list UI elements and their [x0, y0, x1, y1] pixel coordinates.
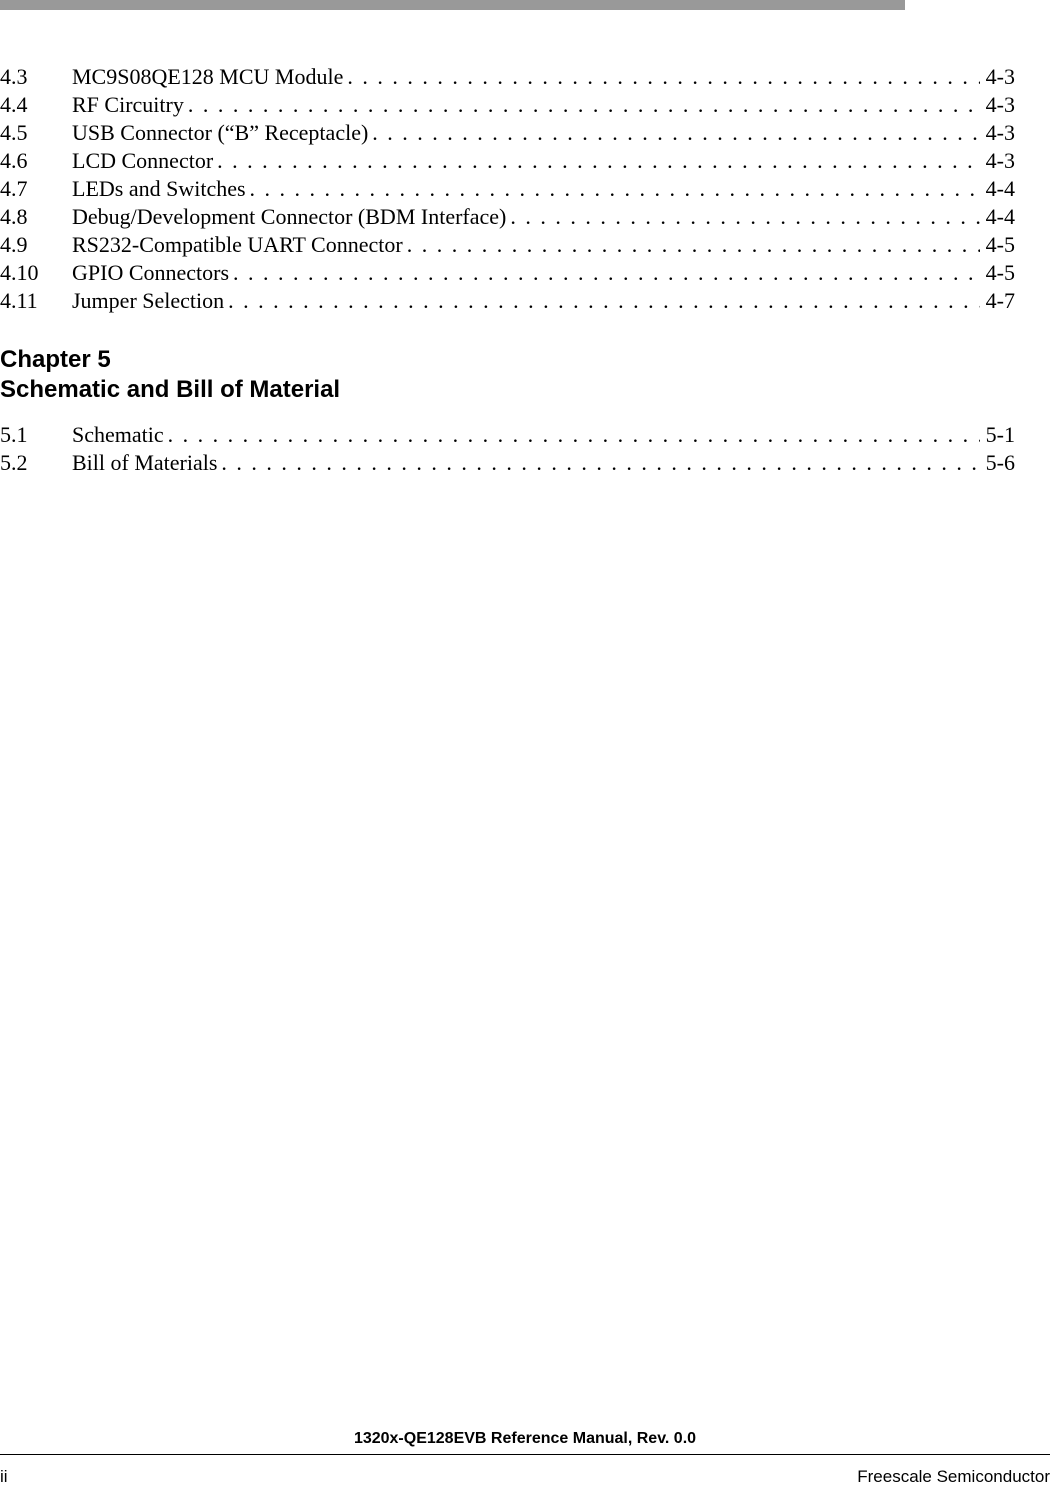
toc-number: 4.6 — [0, 147, 72, 175]
toc-page: 4-3 — [980, 147, 1015, 175]
chapter-title: Schematic and Bill of Material — [0, 375, 1015, 405]
toc-number: 4.7 — [0, 175, 72, 203]
toc-title: Bill of Materials — [72, 449, 217, 477]
toc-entry: 5.1 Schematic 5-1 — [0, 421, 1015, 449]
toc-page: 4-3 — [980, 91, 1015, 119]
toc-number: 4.10 — [0, 259, 72, 287]
toc-entry: 4.4 RF Circuitry 4-3 — [0, 91, 1015, 119]
content-area: 4.3 MC9S08QE128 MCU Module 4-3 4.4 RF Ci… — [0, 63, 1015, 477]
toc-leader-dots — [506, 203, 979, 231]
footer-bottom-row: ii Freescale Semiconductor — [0, 1467, 1050, 1487]
toc-title: RS232-Compatible UART Connector — [72, 231, 403, 259]
toc-page: 4-3 — [980, 63, 1015, 91]
toc-number: 5.1 — [0, 421, 72, 449]
toc-title: Schematic — [72, 421, 164, 449]
chapter-number: Chapter 5 — [0, 345, 1015, 375]
toc-entry: 4.3 MC9S08QE128 MCU Module 4-3 — [0, 63, 1015, 91]
toc-entry: 4.6 LCD Connector 4-3 — [0, 147, 1015, 175]
toc-leader-dots — [246, 175, 980, 203]
toc-leader-dots — [164, 421, 980, 449]
toc-entry: 4.8 Debug/Development Connector (BDM Int… — [0, 203, 1015, 231]
toc-title: GPIO Connectors — [72, 259, 229, 287]
toc-leader-dots — [217, 449, 979, 477]
toc-page: 4-4 — [980, 175, 1015, 203]
toc-page: 5-1 — [980, 421, 1015, 449]
toc-section-4: 4.3 MC9S08QE128 MCU Module 4-3 4.4 RF Ci… — [0, 63, 1015, 315]
toc-leader-dots — [403, 231, 980, 259]
toc-title: MC9S08QE128 MCU Module — [72, 63, 343, 91]
toc-leader-dots — [224, 287, 980, 315]
toc-title: RF Circuitry — [72, 91, 184, 119]
chapter-heading: Chapter 5 Schematic and Bill of Material — [0, 345, 1015, 405]
toc-page: 4-5 — [980, 259, 1015, 287]
toc-entry: 4.5 USB Connector (“B” Receptacle) 4-3 — [0, 119, 1015, 147]
toc-number: 5.2 — [0, 449, 72, 477]
header-color-bar — [0, 0, 905, 10]
footer: 1320x-QE128EVB Reference Manual, Rev. 0.… — [0, 1430, 1050, 1455]
toc-leader-dots — [229, 259, 980, 287]
toc-page: 4-5 — [980, 231, 1015, 259]
footer-doc-title: 1320x-QE128EVB Reference Manual, Rev. 0.… — [0, 1430, 1050, 1448]
toc-page: 4-3 — [980, 119, 1015, 147]
toc-title: LEDs and Switches — [72, 175, 246, 203]
toc-leader-dots — [343, 63, 979, 91]
toc-number: 4.11 — [0, 287, 72, 315]
toc-page: 4-4 — [980, 203, 1015, 231]
page: 4.3 MC9S08QE128 MCU Module 4-3 4.4 RF Ci… — [0, 0, 1050, 1493]
toc-entry: 4.10 GPIO Connectors 4-5 — [0, 259, 1015, 287]
toc-number: 4.3 — [0, 63, 72, 91]
toc-number: 4.4 — [0, 91, 72, 119]
toc-entry: 4.11 Jumper Selection 4-7 — [0, 287, 1015, 315]
footer-company: Freescale Semiconductor — [857, 1467, 1050, 1487]
toc-entry: 5.2 Bill of Materials 5-6 — [0, 449, 1015, 477]
toc-title: LCD Connector — [72, 147, 213, 175]
toc-section-5: 5.1 Schematic 5-1 5.2 Bill of Materials … — [0, 421, 1015, 477]
toc-entry: 4.9 RS232-Compatible UART Connector 4-5 — [0, 231, 1015, 259]
toc-leader-dots — [213, 147, 980, 175]
toc-number: 4.5 — [0, 119, 72, 147]
footer-page-number: ii — [0, 1467, 20, 1487]
toc-page: 4-7 — [980, 287, 1015, 315]
toc-entry: 4.7 LEDs and Switches 4-4 — [0, 175, 1015, 203]
toc-page: 5-6 — [980, 449, 1015, 477]
toc-number: 4.8 — [0, 203, 72, 231]
footer-rule — [0, 1454, 1050, 1455]
toc-title: USB Connector (“B” Receptacle) — [72, 119, 368, 147]
toc-title: Jumper Selection — [72, 287, 224, 315]
toc-title: Debug/Development Connector (BDM Interfa… — [72, 203, 506, 231]
toc-leader-dots — [368, 119, 979, 147]
toc-leader-dots — [184, 91, 980, 119]
toc-number: 4.9 — [0, 231, 72, 259]
